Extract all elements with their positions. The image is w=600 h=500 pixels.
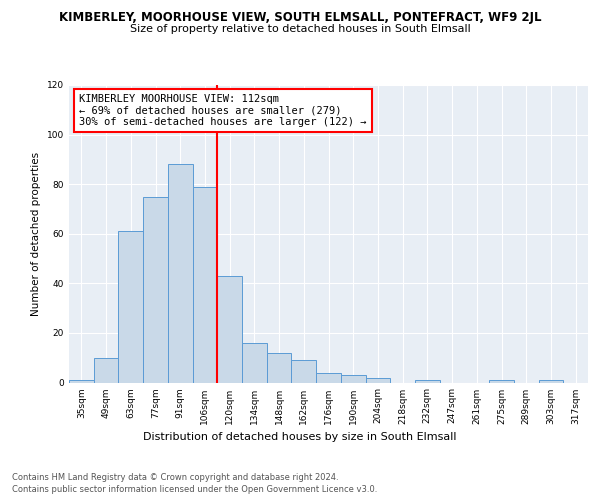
Text: KIMBERLEY MOORHOUSE VIEW: 112sqm
← 69% of detached houses are smaller (279)
30% : KIMBERLEY MOORHOUSE VIEW: 112sqm ← 69% o… [79,94,367,127]
Text: Distribution of detached houses by size in South Elmsall: Distribution of detached houses by size … [143,432,457,442]
Bar [242,343,267,382]
Bar [168,164,193,382]
Bar [415,380,440,382]
Text: Contains HM Land Registry data © Crown copyright and database right 2024.: Contains HM Land Registry data © Crown c… [12,472,338,482]
Bar [316,372,341,382]
Bar [267,353,292,382]
Bar [193,186,217,382]
Text: KIMBERLEY, MOORHOUSE VIEW, SOUTH ELMSALL, PONTEFRACT, WF9 2JL: KIMBERLEY, MOORHOUSE VIEW, SOUTH ELMSALL… [59,11,541,24]
Bar [217,276,242,382]
Bar [341,375,365,382]
Text: Size of property relative to detached houses in South Elmsall: Size of property relative to detached ho… [130,24,470,34]
Text: Contains public sector information licensed under the Open Government Licence v3: Contains public sector information licen… [12,485,377,494]
Bar [118,232,143,382]
Bar [143,196,168,382]
Y-axis label: Number of detached properties: Number of detached properties [31,152,41,316]
Bar [69,380,94,382]
Bar [539,380,563,382]
Bar [94,358,118,382]
Bar [489,380,514,382]
Bar [365,378,390,382]
Bar [292,360,316,382]
